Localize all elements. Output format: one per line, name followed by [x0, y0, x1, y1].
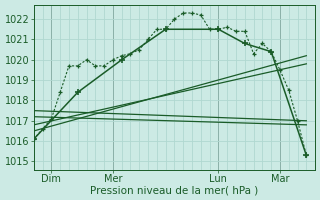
X-axis label: Pression niveau de la mer( hPa ): Pression niveau de la mer( hPa )	[90, 185, 259, 195]
